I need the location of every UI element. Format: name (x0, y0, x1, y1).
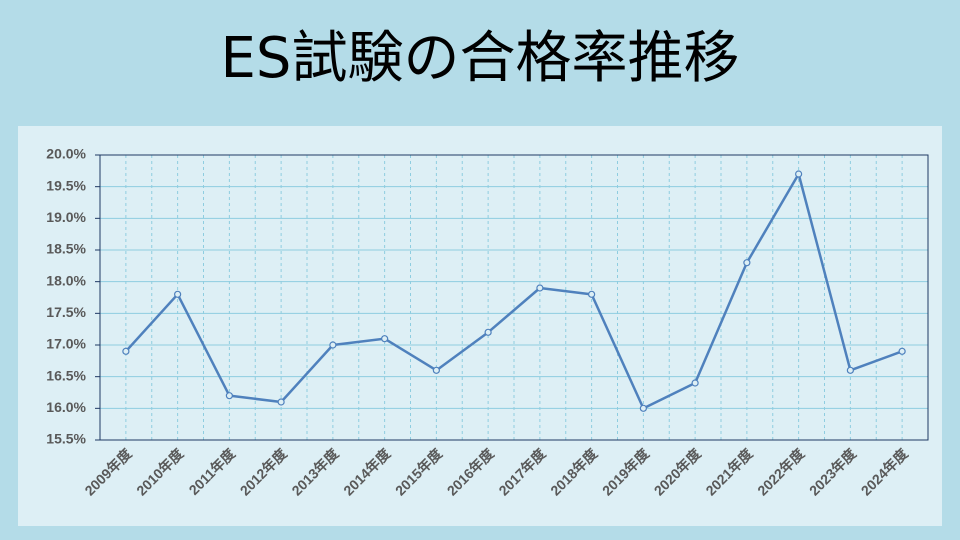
data-point (691, 379, 699, 387)
data-point (329, 341, 337, 349)
y-tick-label: 18.0% (46, 272, 86, 288)
y-tick-label: 19.5% (46, 177, 86, 193)
y-tick-label: 15.5% (46, 431, 86, 447)
data-point (639, 404, 647, 412)
y-tick-label: 17.5% (46, 304, 86, 320)
y-tick-label: 20.0% (46, 146, 86, 162)
y-tick-label: 16.0% (46, 399, 86, 415)
data-point (122, 347, 130, 355)
data-point (846, 366, 854, 374)
data-point (174, 290, 182, 298)
data-point (588, 290, 596, 298)
data-point (381, 335, 389, 343)
y-tick-label: 16.5% (46, 367, 86, 383)
data-point (277, 398, 285, 406)
y-tick-label: 17.0% (46, 336, 86, 352)
chart-title: ES試験の合格率推移 (221, 26, 740, 91)
y-tick-label: 18.5% (46, 241, 86, 257)
plot-border (99, 154, 929, 441)
data-point (432, 366, 440, 374)
data-point (795, 170, 803, 178)
data-point (743, 259, 751, 267)
data-point (225, 392, 233, 400)
data-point (484, 328, 492, 336)
data-point (898, 347, 906, 355)
y-tick-label: 19.0% (46, 209, 86, 225)
data-line (124, 172, 903, 410)
data-point (536, 284, 544, 292)
